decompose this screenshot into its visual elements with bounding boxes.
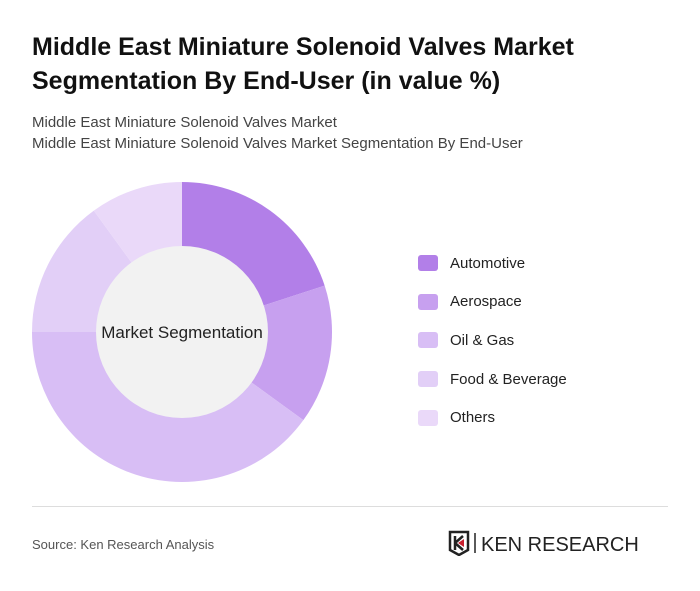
legend-label: Automotive bbox=[450, 254, 526, 272]
legend-label: Aerospace bbox=[450, 293, 522, 311]
legend-swatch bbox=[418, 409, 438, 426]
legend-item: Automotive bbox=[418, 244, 567, 283]
legend: Automotive Aerospace Oil & Gas Food & Bever… bbox=[418, 244, 567, 437]
svg-text:KEN RESEARCH: KEN RESEARCH bbox=[481, 534, 639, 556]
divider bbox=[32, 506, 668, 507]
legend-label: Oil & Gas bbox=[450, 331, 515, 349]
legend-item: Food & Beverage bbox=[418, 360, 567, 399]
ken-research-logo: KEN RESEARCH bbox=[448, 530, 639, 556]
legend-label: Others bbox=[450, 409, 496, 427]
legend-swatch bbox=[418, 293, 438, 310]
legend-item: Oil & Gas bbox=[418, 321, 567, 360]
legend-swatch bbox=[418, 255, 438, 272]
center-label: Market Segmentation bbox=[101, 323, 263, 342]
legend-label: Food & Beverage bbox=[450, 370, 567, 388]
legend-swatch bbox=[418, 332, 438, 349]
source-text: Source: Ken Research Analysis bbox=[32, 537, 215, 552]
legend-item: Aerospace bbox=[418, 283, 567, 322]
chart-title: Middle East Miniature Solenoid Valves Ma… bbox=[32, 33, 574, 95]
donut-hole bbox=[96, 246, 268, 418]
subtitle-1: Middle East Miniature Solenoid Valves Ma… bbox=[32, 114, 337, 131]
legend-item: Others bbox=[418, 398, 567, 437]
legend-swatch bbox=[418, 371, 438, 388]
subtitle-2: Middle East Miniature Solenoid Valves Ma… bbox=[32, 135, 523, 152]
